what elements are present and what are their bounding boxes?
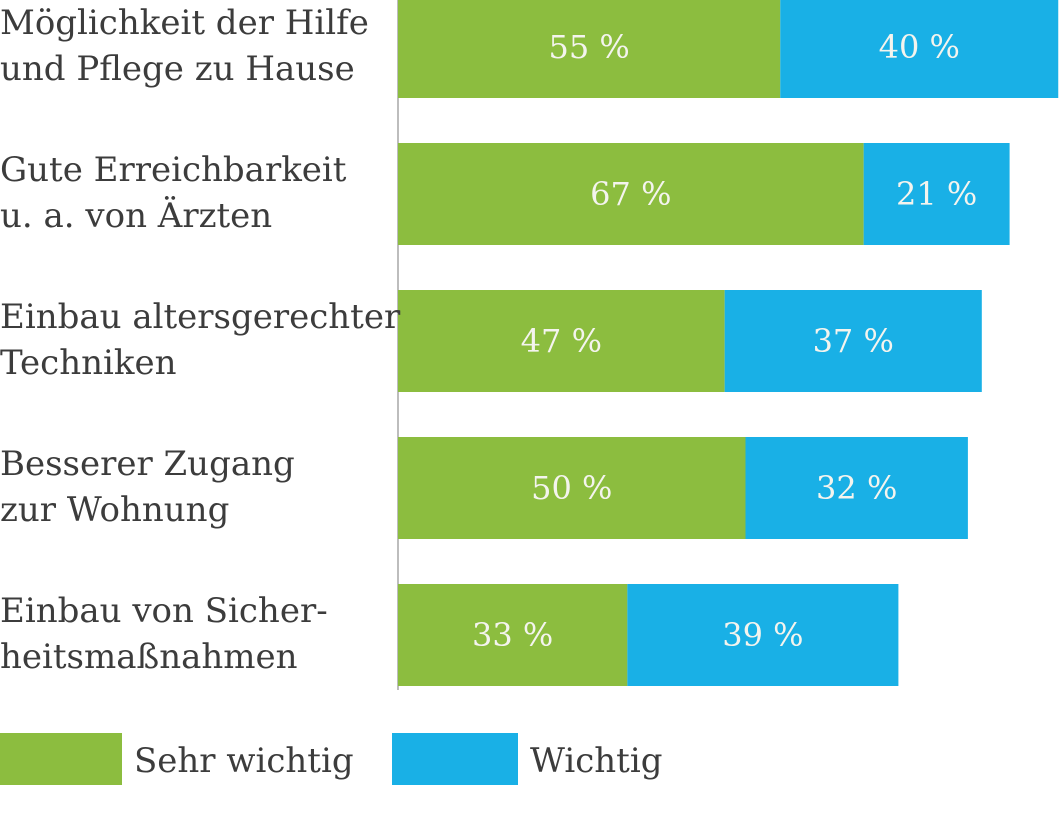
value-label: 40 % — [879, 28, 960, 66]
legend-label-wichtig: Wichtig — [530, 741, 662, 781]
category-label: Einbau altersgerechter Techniken — [0, 297, 401, 383]
legend-swatch-wichtig — [392, 733, 518, 785]
value-label: 21 % — [896, 175, 977, 213]
category-label: Möglichkeit der Hilfe und Pflege zu Hause — [0, 3, 369, 89]
bars-group: 55 % 40 % 67 % 21 % 47 % 37 % 50 % 32 % 33 % 39 % — [398, 0, 1059, 686]
value-label: 32 % — [816, 469, 897, 507]
bar-wichtig-1 — [780, 0, 1059, 98]
value-label: 55 % — [548, 28, 629, 66]
legend-swatch-sehr-wichtig — [0, 733, 122, 785]
bar-sehr-wichtig-1 — [398, 0, 781, 98]
bar-wichtig-4 — [745, 437, 968, 539]
bar-sehr-wichtig-4 — [398, 437, 746, 539]
legend-label-sehr-wichtig: Sehr wichtig — [134, 741, 354, 781]
category-label: Einbau von Sicher-heitsmaßnahmen — [0, 591, 328, 677]
bar-wichtig-3 — [724, 290, 982, 392]
bar-wichtig-2 — [863, 143, 1010, 245]
category-label: Besserer Zugang zur Wohnung — [0, 444, 295, 530]
category-labels-group: Möglichkeit der Hilfe und Pflege zu Hause… — [0, 3, 401, 677]
value-label: 67 % — [590, 175, 671, 213]
value-label: 39 % — [722, 616, 803, 654]
bar-sehr-wichtig-3 — [398, 290, 725, 392]
bar-wichtig-5 — [627, 584, 899, 686]
legend: Sehr wichtig Wichtig — [0, 733, 662, 785]
value-label: 37 % — [813, 322, 894, 360]
value-label: 47 % — [521, 322, 602, 360]
bar-sehr-wichtig-2 — [398, 143, 864, 245]
value-label: 50 % — [531, 469, 612, 507]
bar-sehr-wichtig-5 — [398, 584, 628, 686]
value-label: 33 % — [472, 616, 553, 654]
category-label: Gute Erreichbarkeit u. a. von Ärzten — [0, 150, 347, 236]
